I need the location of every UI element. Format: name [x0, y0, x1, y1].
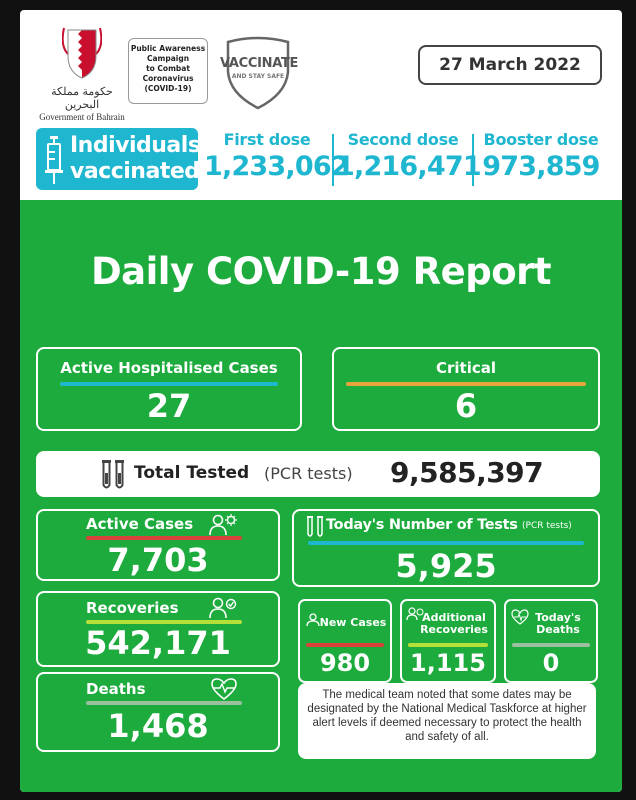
deaths-bar: [86, 701, 242, 705]
new-cases-box: New Cases 980: [298, 599, 392, 683]
gov-arabic-text: حكومة مملكة البحرين: [51, 85, 113, 111]
todays-deaths-label-2: Deaths: [536, 623, 580, 636]
active-cases-box: Active Cases 7,703: [36, 509, 280, 581]
recoveries-bar: [86, 620, 242, 624]
first-dose-label: First dose: [223, 130, 311, 149]
additional-recoveries-box: Additional Recoveries 1,115: [400, 599, 496, 683]
total-tested-value: 9,585,397: [390, 456, 544, 489]
additional-recoveries-label-2: Recoveries: [420, 623, 488, 636]
total-tested-suffix: (PCR tests): [264, 464, 353, 483]
booster-dose-label: Booster dose: [483, 130, 599, 149]
critical-label: Critical: [435, 359, 496, 377]
first-dose: First dose 1,233,062: [204, 128, 350, 190]
active-cases-label: Active Cases: [86, 515, 194, 533]
hospitalised-bar: [60, 382, 278, 386]
second-dose: Second dose 1,216,471: [336, 128, 482, 190]
vaccinated-label-line1: Individuals: [70, 133, 201, 158]
booster-dose-value: 973,859: [482, 151, 600, 182]
deaths-label: Deaths: [86, 680, 146, 698]
bahrain-crest-icon: [61, 27, 103, 79]
person-check-icon: [406, 607, 424, 621]
todays-deaths-bar: [512, 643, 590, 647]
new-cases-label: New Cases: [319, 616, 387, 629]
second-dose-label: Second dose: [347, 130, 459, 149]
todays-deaths-box: Today's Deaths 0: [504, 599, 598, 683]
recoveries-value: 542,171: [85, 624, 231, 662]
vaccinated-label-line2: vaccinated: [70, 159, 200, 184]
booster-dose: Booster dose 973,859: [475, 128, 607, 190]
critical-value: 6: [454, 387, 478, 425]
todays-tests-bar: [308, 541, 584, 545]
deaths-box: Deaths 1,468: [36, 672, 280, 752]
active-hospitalised-box: Active Hospitalised Cases 27: [36, 347, 302, 431]
divider: [472, 134, 474, 186]
test-tubes-icon: [307, 516, 323, 537]
individuals-vaccinated-badge: Individuals vaccinated: [36, 128, 201, 190]
person-check-icon: [209, 597, 237, 619]
new-cases-value: 980: [319, 649, 371, 677]
medical-note: The medical team noted that some dates m…: [298, 683, 596, 759]
todays-tests-suffix: (PCR tests): [522, 521, 572, 531]
shield-icon: [226, 36, 290, 110]
additional-recoveries-bar: [408, 643, 488, 647]
vaccinate-badge: VACCINATE AND STAY SAFE: [220, 32, 299, 110]
todays-tests-value: 5,925: [395, 547, 497, 585]
todays-deaths-label-1: Today's: [535, 611, 581, 624]
new-cases-bar: [306, 643, 384, 647]
hospitalised-label: Active Hospitalised Cases: [60, 359, 278, 377]
first-dose-value: 1,233,062: [204, 151, 350, 182]
government-logo: حكومة مملكة البحرين Government of Bahrai…: [34, 26, 130, 122]
gov-english-text: Government of Bahrain: [39, 112, 125, 122]
recoveries-label: Recoveries: [86, 599, 179, 617]
campaign-badge: Public Awareness Campaign to Combat Coro…: [128, 38, 208, 104]
additional-recoveries-label-1: Additional: [422, 611, 486, 624]
heart-pulse-icon: [511, 609, 529, 625]
report-title: Daily COVID-19 Report: [90, 250, 552, 293]
total-tested-pill: Total Tested (PCR tests) 9,585,397: [36, 451, 600, 497]
person-icon: [306, 613, 320, 627]
total-tested-label: Total Tested: [134, 463, 250, 483]
second-dose-value: 1,216,471: [336, 151, 482, 182]
hospitalised-value: 27: [146, 387, 192, 425]
recoveries-box: Recoveries 542,171: [36, 591, 280, 667]
active-cases-value: 7,703: [107, 541, 209, 579]
additional-recoveries-value: 1,115: [410, 649, 486, 677]
syringe-icon: [45, 136, 63, 184]
vaccinate-title: VACCINATE: [220, 56, 299, 71]
todays-tests-label: Today's Number of Tests: [326, 517, 518, 533]
person-virus-icon: [209, 514, 237, 536]
todays-tests-box: Today's Number of Tests (PCR tests) 5,92…: [292, 509, 600, 587]
heart-pulse-icon: [211, 678, 237, 701]
test-tubes-icon: [102, 460, 124, 489]
divider: [332, 134, 334, 186]
report-date: 27 March 2022: [418, 45, 602, 85]
report-card: حكومة مملكة البحرين Government of Bahrai…: [20, 10, 622, 792]
deaths-value: 1,468: [107, 707, 209, 745]
critical-bar: [346, 382, 586, 386]
critical-box: Critical 6: [332, 347, 600, 431]
vaccinate-subtitle: AND STAY SAFE: [231, 73, 285, 80]
todays-deaths-value: 0: [542, 649, 560, 677]
active-cases-bar: [86, 536, 242, 540]
